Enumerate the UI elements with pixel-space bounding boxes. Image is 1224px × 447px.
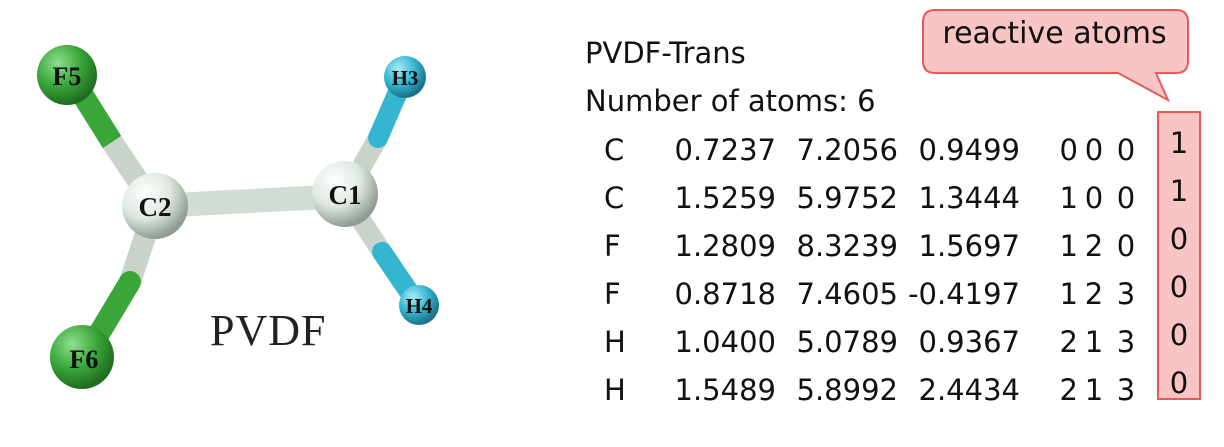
n3-cell: 3 (1116, 277, 1136, 311)
n3-cell: 3 (1116, 325, 1136, 359)
table-row: F 1.2809 8.3239 1.5697 1 2 0 (596, 222, 1142, 270)
n1-cell: 1 (1059, 277, 1078, 311)
element-cell: H (604, 325, 626, 359)
n2-cell: 2 (1084, 229, 1104, 263)
n2-cell: 1 (1084, 325, 1104, 359)
table-row: H 1.0400 5.0789 0.9367 2 1 3 (596, 318, 1142, 366)
n1-cell: 0 (1059, 133, 1078, 167)
atom-label-c2: C2 (139, 192, 172, 222)
n1-cell: 1 (1059, 229, 1078, 263)
callout-text: reactive atoms (942, 16, 1167, 51)
x-cell: 1.0400 (674, 325, 776, 359)
x-cell: 1.5259 (674, 181, 776, 215)
y-cell: 7.2056 (796, 133, 898, 167)
element-cell: H (604, 373, 626, 407)
atom-h4 (399, 285, 439, 325)
atom-table: C 0.7237 7.2056 0.9499 0 0 0 C 1.5259 5.… (596, 126, 1142, 414)
atoms (37, 45, 439, 389)
z-cell: 1.3444 (918, 181, 1020, 215)
y-cell: 7.4605 (796, 277, 898, 311)
element-cell: C (604, 181, 625, 215)
reactive-flag: 0 (1169, 222, 1189, 256)
n3-cell: 0 (1116, 133, 1136, 167)
reactive-flag: 0 (1169, 366, 1189, 400)
molecule-diagram: F5 F6 C2 C1 H3 H4 (37, 45, 439, 389)
reactive-flag: 0 (1169, 318, 1189, 352)
n1-cell: 1 (1059, 181, 1078, 215)
y-cell: 5.9752 (796, 181, 898, 215)
n3-cell: 3 (1116, 373, 1136, 407)
reactive-flag: 0 (1169, 270, 1189, 304)
x-cell: 1.5489 (674, 373, 776, 407)
table-row: H 1.5489 5.8992 2.4434 2 1 3 (596, 366, 1142, 414)
n2-cell: 1 (1084, 373, 1104, 407)
z-cell: -0.4197 (908, 277, 1020, 311)
n1-cell: 2 (1059, 325, 1078, 359)
atom-f5 (37, 45, 97, 105)
element-cell: F (604, 277, 621, 311)
x-cell: 0.8718 (674, 277, 776, 311)
n3-cell: 0 (1116, 181, 1136, 215)
atom-count-line: Number of atoms: 6 (585, 84, 876, 118)
table-row: C 1.5259 5.9752 1.3444 1 0 0 (596, 174, 1142, 222)
reactive-column-highlight (1157, 111, 1201, 400)
atom-c1 (312, 161, 378, 227)
z-cell: 0.9499 (918, 133, 1020, 167)
table-row: F 0.8718 7.4605 -0.4197 1 2 3 (596, 270, 1142, 318)
molecule-name: PVDF (210, 306, 327, 355)
atom-label-f6: F6 (70, 345, 99, 374)
element-cell: F (604, 229, 621, 263)
z-cell: 0.9367 (918, 325, 1020, 359)
atom-label-h3: H3 (392, 66, 419, 90)
reactive-flag: 1 (1169, 126, 1189, 160)
atom-label-h4: H4 (406, 294, 433, 318)
element-cell: C (604, 133, 625, 167)
atom-label-c1: C1 (329, 180, 362, 210)
table-row: C 0.7237 7.2056 0.9499 0 0 0 (596, 126, 1142, 174)
atom-h3 (384, 56, 426, 98)
x-cell: 1.2809 (674, 229, 776, 263)
y-cell: 5.8992 (796, 373, 898, 407)
n2-cell: 0 (1084, 181, 1104, 215)
reactive-flag: 1 (1169, 174, 1189, 208)
n1-cell: 2 (1059, 373, 1078, 407)
z-cell: 2.4434 (918, 373, 1020, 407)
atom-c2 (122, 173, 188, 239)
n2-cell: 0 (1084, 133, 1104, 167)
y-cell: 5.0789 (796, 325, 898, 359)
atom-label-f5: F5 (53, 62, 82, 91)
atom-f6 (50, 325, 114, 389)
n3-cell: 0 (1116, 229, 1136, 263)
x-cell: 0.7237 (674, 133, 776, 167)
structure-title: PVDF-Trans (585, 36, 746, 70)
y-cell: 8.3239 (796, 229, 898, 263)
z-cell: 1.5697 (918, 229, 1020, 263)
n2-cell: 2 (1084, 277, 1104, 311)
